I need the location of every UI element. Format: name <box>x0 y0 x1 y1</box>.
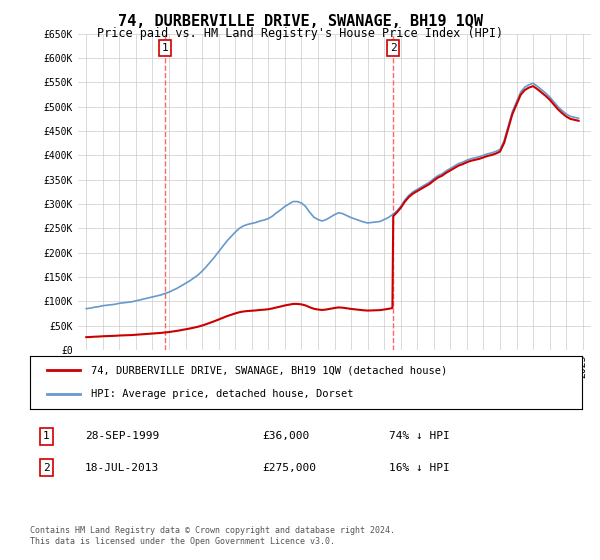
Text: 1: 1 <box>43 431 50 441</box>
Text: £275,000: £275,000 <box>262 463 316 473</box>
Text: 74, DURBERVILLE DRIVE, SWANAGE, BH19 1QW: 74, DURBERVILLE DRIVE, SWANAGE, BH19 1QW <box>118 14 482 29</box>
Text: £36,000: £36,000 <box>262 431 309 441</box>
Text: HPI: Average price, detached house, Dorset: HPI: Average price, detached house, Dors… <box>91 389 353 399</box>
Text: 1: 1 <box>161 43 168 53</box>
Text: 28-SEP-1999: 28-SEP-1999 <box>85 431 160 441</box>
Text: 74% ↓ HPI: 74% ↓ HPI <box>389 431 449 441</box>
Text: 74, DURBERVILLE DRIVE, SWANAGE, BH19 1QW (detached house): 74, DURBERVILLE DRIVE, SWANAGE, BH19 1QW… <box>91 366 447 376</box>
Text: 16% ↓ HPI: 16% ↓ HPI <box>389 463 449 473</box>
Text: 2: 2 <box>390 43 397 53</box>
Text: Price paid vs. HM Land Registry's House Price Index (HPI): Price paid vs. HM Land Registry's House … <box>97 27 503 40</box>
Text: Contains HM Land Registry data © Crown copyright and database right 2024.
This d: Contains HM Land Registry data © Crown c… <box>30 526 395 546</box>
Text: 2: 2 <box>43 463 50 473</box>
Text: 18-JUL-2013: 18-JUL-2013 <box>85 463 160 473</box>
